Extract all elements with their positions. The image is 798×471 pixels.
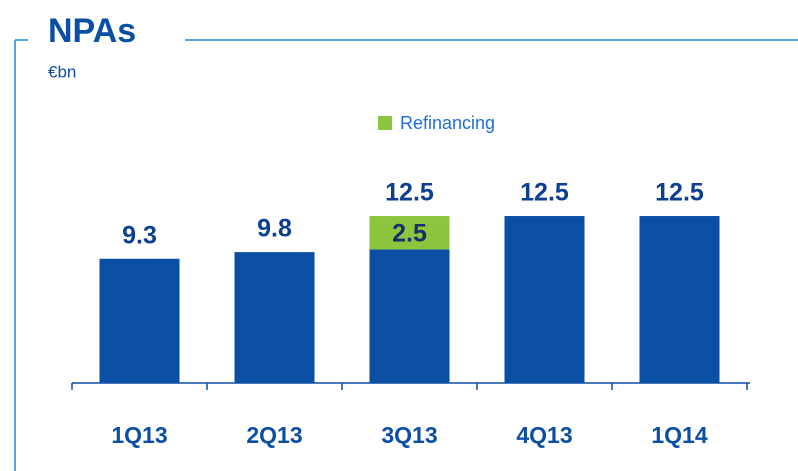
total-label: 9.3 bbox=[122, 221, 157, 249]
total-label: 12.5 bbox=[385, 179, 434, 207]
legend-swatch bbox=[378, 116, 392, 130]
x-tick-label: 4Q13 bbox=[516, 422, 572, 448]
unit-label: €bn bbox=[48, 62, 76, 81]
bar-segment bbox=[369, 249, 450, 383]
legend-label: Refinancing bbox=[400, 113, 495, 133]
bar-segment bbox=[99, 258, 180, 383]
total-label: 12.5 bbox=[655, 179, 704, 207]
bar-segment bbox=[369, 216, 450, 250]
total-label: 12.5 bbox=[520, 179, 569, 207]
x-tick-label: 3Q13 bbox=[381, 422, 437, 448]
chart-title: NPAs bbox=[48, 12, 136, 50]
bar-segment bbox=[234, 252, 315, 383]
x-tick-label: 1Q14 bbox=[651, 422, 707, 448]
total-label: 9.8 bbox=[257, 215, 292, 243]
bar-segment bbox=[504, 216, 585, 383]
x-tick-label: 1Q13 bbox=[111, 422, 167, 448]
bar-segment bbox=[639, 216, 720, 383]
segment-label: 2.5 bbox=[392, 219, 427, 247]
x-tick-label: 2Q13 bbox=[246, 422, 302, 448]
